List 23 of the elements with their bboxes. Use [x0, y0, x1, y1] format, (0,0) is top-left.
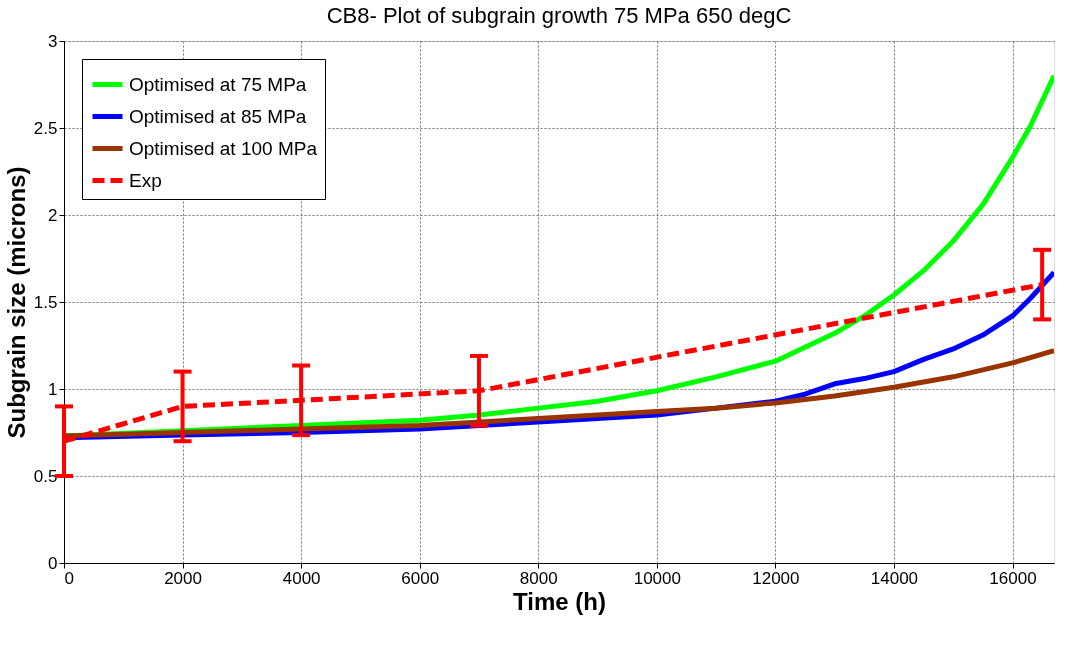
legend-label: Optimised at 85 MPa [129, 105, 307, 127]
y-tick-label: 2 [48, 205, 58, 225]
y-tick-label: 1 [48, 379, 58, 399]
x-tick-label: 14000 [870, 568, 919, 588]
x-axis-title: Time (h) [513, 587, 606, 615]
x-tick-label: 12000 [752, 568, 800, 588]
x-tick-label: 10000 [633, 568, 681, 588]
y-tick-label: 1.5 [33, 292, 58, 312]
chart-title: CB8- Plot of subgrain growth 75 MPa 650 degC [326, 3, 792, 28]
x-tick-label: 0 [64, 568, 74, 588]
y-axis-title: Subgrain size (microns) [2, 166, 30, 439]
x-tick-label: 6000 [401, 568, 440, 588]
legend-label: Exp [129, 169, 162, 191]
legend-label: Optimised at 100 MPa [129, 137, 318, 159]
x-tick-label: 16000 [989, 568, 1037, 588]
x-tick-label: 2000 [164, 568, 202, 588]
x-tick-label: 4000 [282, 568, 321, 588]
y-tick-label: 0 [48, 553, 58, 573]
y-tick-label: 2.5 [33, 118, 58, 138]
y-tick-label: 3 [48, 31, 58, 51]
legend-label: Optimised at 75 MPa [129, 73, 307, 95]
y-tick-label: 0.5 [33, 466, 58, 486]
x-tick-label: 8000 [519, 568, 558, 588]
